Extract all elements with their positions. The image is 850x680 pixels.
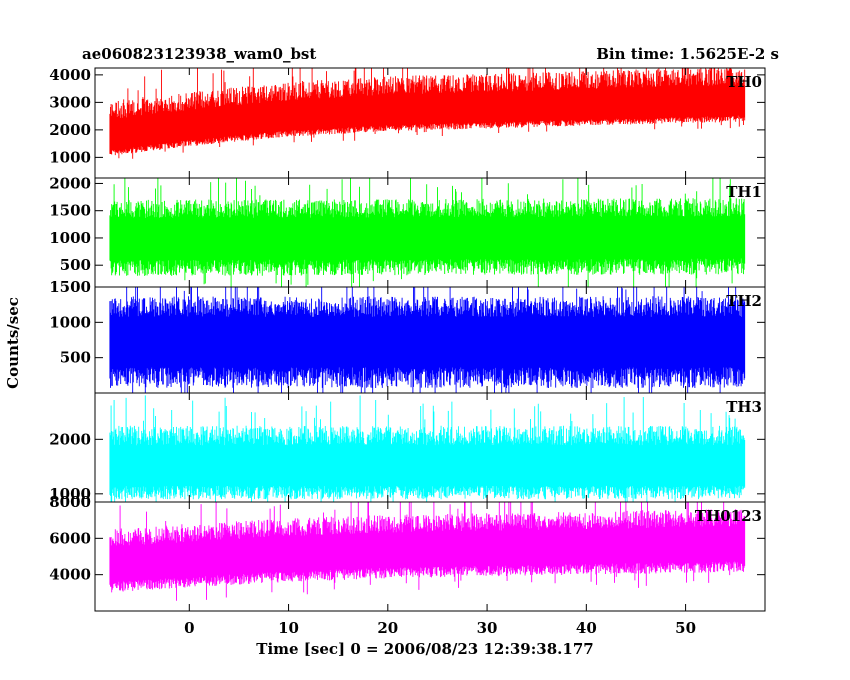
- panel-frame: [94, 501, 766, 612]
- y-tick-label: 4000: [49, 566, 91, 584]
- y-tick-label: 2000: [49, 430, 91, 448]
- y-tick-label: 500: [60, 256, 91, 274]
- bin-time-label: Bin time: 1.5625E-2 s: [596, 45, 779, 63]
- y-tick-label: 2000: [49, 174, 91, 192]
- series-line-th2: [109, 287, 746, 393]
- x-tick-label: 0: [184, 619, 194, 637]
- series-label-th0123: TH0123: [695, 507, 762, 525]
- y-axis-label: Counts/sec: [4, 297, 22, 389]
- series-line-th0123: [109, 502, 746, 601]
- y-tick-label: 1000: [49, 485, 91, 503]
- y-tick-label: 2000: [49, 121, 91, 139]
- y-tick-label: 3000: [49, 93, 91, 111]
- y-tick-label: 4000: [49, 66, 91, 84]
- y-tick-label: 1500: [49, 202, 91, 220]
- y-tick-label: 6000: [49, 529, 91, 547]
- series-label-th3: TH3: [726, 398, 762, 416]
- panel-th0: 1000 2000 3000 4000 TH0: [49, 66, 766, 179]
- series-label-th0: TH0: [726, 73, 762, 91]
- x-tick-label: 20: [377, 619, 398, 637]
- x-axis-label: Time [sec] 0 = 2006/08/23 12:39:38.177: [256, 640, 593, 658]
- x-tick-label: 30: [477, 619, 498, 637]
- series-label-th1: TH1: [726, 183, 762, 201]
- x-tick-label: 40: [576, 619, 597, 637]
- series-line-th1: [109, 178, 746, 287]
- panel-th1: 500 1000 1500 2000 TH1: [49, 174, 766, 288]
- y-tick-label: 8000: [49, 493, 91, 511]
- y-tick-label: 1000: [49, 229, 91, 247]
- chart-title: ae060823123938_wam0_bst: [82, 45, 316, 63]
- panel-th3: 1000 2000 TH3: [49, 392, 766, 503]
- series-label-th2: TH2: [726, 292, 762, 310]
- y-tick-label: 1000: [49, 313, 91, 331]
- panel-th0123: 4000 6000 8000 TH0123: [49, 493, 766, 612]
- x-tick-label: 50: [675, 619, 696, 637]
- series-line-th0: [109, 68, 746, 159]
- y-tick-label: 1000: [49, 148, 91, 166]
- x-tick-label: 10: [278, 619, 299, 637]
- y-tick-label: 500: [60, 349, 91, 367]
- series-line-th3: [109, 395, 746, 502]
- y-tick-label: 1500: [49, 278, 91, 296]
